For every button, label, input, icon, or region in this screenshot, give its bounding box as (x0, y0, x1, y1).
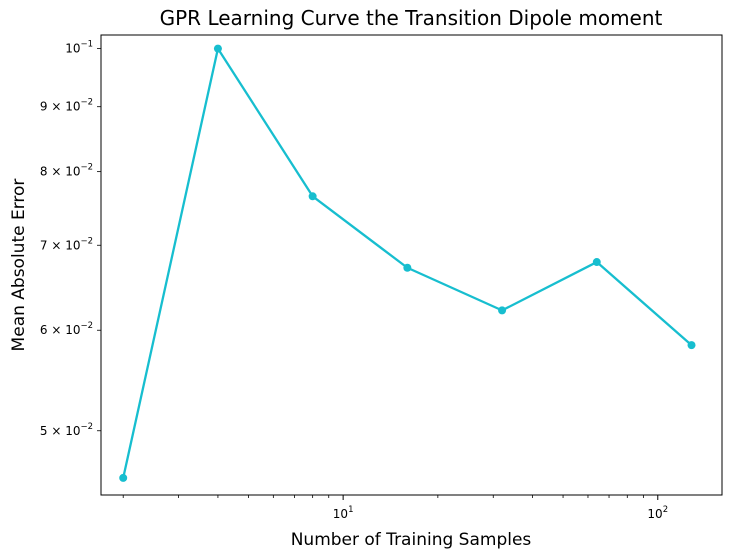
y-tick-label: 7 × 10−2 (40, 236, 93, 252)
y-tick-label: 6 × 10−2 (40, 321, 93, 337)
data-point (498, 306, 507, 315)
x-tick-label: 102 (647, 505, 668, 521)
x-axis-ticks: 101 102 (122, 495, 668, 521)
x-tick-label: 101 (333, 505, 354, 521)
y-axis-title: Mean Absolute Error (9, 179, 29, 352)
data-point (213, 44, 222, 53)
x-axis-title: Number of Training Samples (291, 530, 532, 550)
data-point (308, 192, 317, 201)
y-tick-label: 5 × 10−2 (40, 422, 93, 438)
y-tick-label: 8 × 10−2 (40, 163, 93, 179)
data-point (687, 341, 696, 350)
data-point (119, 473, 128, 482)
data-point (592, 258, 601, 267)
plot-area (100, 34, 723, 496)
data-point (403, 263, 412, 272)
y-tick-label: 10−1 (65, 40, 93, 56)
series-layer (119, 44, 696, 482)
chart-title: GPR Learning Curve the Transition Dipole… (160, 6, 663, 30)
y-axis-ticks: 10−1 9 × 10−2 8 × 10−2 7 × 10−2 6 × 10−2 5 × … (40, 40, 101, 438)
y-tick-label: 9 × 10−2 (40, 98, 93, 114)
